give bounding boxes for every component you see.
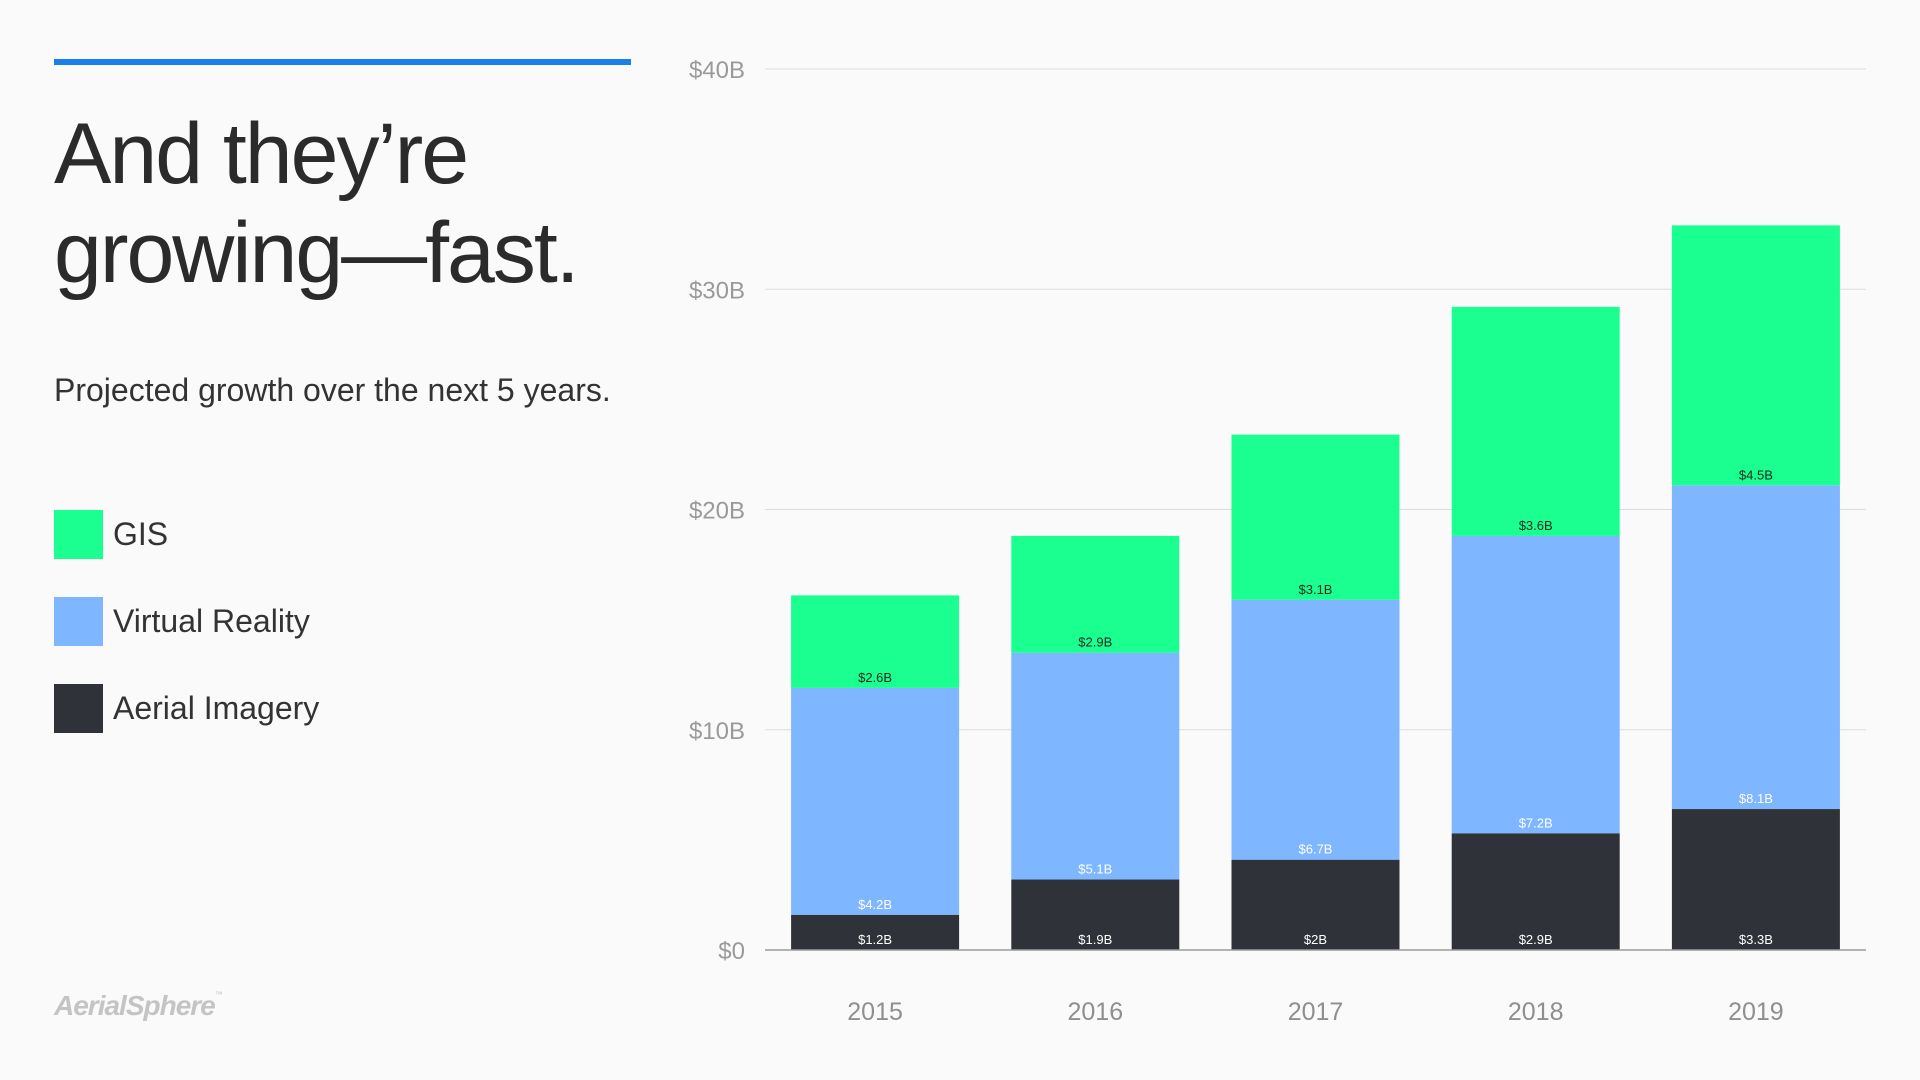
data-label: $2.6B (858, 670, 892, 685)
data-label: $7.2B (1519, 815, 1553, 830)
legend-label-virtual-reality: Virtual Reality (113, 603, 310, 639)
legend-item-aerial-imagery: Aerial Imagery (54, 684, 319, 733)
subtitle: Projected growth over the next 5 years. (54, 372, 611, 408)
data-label: $8.1B (1739, 791, 1773, 806)
bar-segment-aerial-imagery (791, 914, 960, 950)
legend: GIS Virtual Reality Aerial Imagery (54, 510, 319, 771)
data-label: $2.9B (1078, 635, 1112, 650)
data-label: $1.2B (858, 932, 892, 947)
data-label: $2B (1304, 932, 1327, 947)
bar-segment-gis (1011, 535, 1180, 653)
data-label: $3.1B (1299, 582, 1333, 597)
y-tick-label: $30B (689, 277, 745, 304)
legend-item-gis: GIS (54, 510, 319, 559)
bar-segment-gis (1671, 225, 1840, 486)
bar-segment-virtual-reality (1451, 535, 1620, 834)
data-label: $6.7B (1299, 842, 1333, 857)
y-tick-label: $0 (718, 938, 745, 965)
title-line-1: And they’re (54, 106, 469, 202)
x-tick-label: 2017 (1288, 998, 1344, 1026)
legend-swatch-virtual-reality (54, 597, 103, 646)
logo-text: AerialSphere (54, 990, 216, 1021)
data-label: $3.3B (1739, 932, 1773, 947)
y-tick-label: $10B (689, 718, 745, 745)
title-line-2: growing—fast. (54, 205, 580, 301)
bar-segment-virtual-reality (1011, 652, 1180, 880)
bar-segment-gis (1231, 434, 1400, 600)
x-tick-label: 2018 (1508, 998, 1564, 1026)
bar-segment-gis (1451, 306, 1620, 536)
legend-swatch-aerial-imagery (54, 684, 103, 733)
logo-trademark: ™ (214, 990, 223, 999)
accent-rule (54, 59, 631, 65)
bar-segment-aerial-imagery (1231, 859, 1400, 950)
data-label: $3.6B (1519, 518, 1553, 533)
x-tick-label: 2016 (1067, 998, 1123, 1026)
legend-item-virtual-reality: Virtual Reality (54, 597, 319, 646)
y-tick-label: $40B (689, 57, 745, 84)
bar-segment-aerial-imagery (1011, 879, 1180, 950)
page-title: And they’re growing—fast. (54, 105, 694, 303)
x-tick-label: 2015 (847, 998, 903, 1026)
data-label: $1.9B (1078, 932, 1112, 947)
data-label: $4.2B (858, 897, 892, 912)
legend-label-gis: GIS (113, 516, 169, 552)
bar-segment-virtual-reality (1671, 485, 1840, 810)
legend-swatch-gis (54, 510, 103, 559)
bar-segment-virtual-reality (1231, 599, 1400, 860)
brand-logo: AerialSphere™ (54, 990, 223, 1022)
bar-segment-virtual-reality (791, 687, 960, 915)
bar-segment-aerial-imagery (1671, 809, 1840, 950)
data-label: $5.1B (1078, 862, 1112, 877)
legend-label-aerial-imagery: Aerial Imagery (113, 690, 320, 726)
bar-segment-gis (791, 595, 960, 688)
data-label: $4.5B (1739, 467, 1773, 482)
bar-segment-aerial-imagery (1451, 833, 1620, 950)
y-tick-label: $20B (689, 498, 745, 525)
data-label: $2.9B (1519, 932, 1553, 947)
x-tick-label: 2019 (1728, 998, 1784, 1026)
